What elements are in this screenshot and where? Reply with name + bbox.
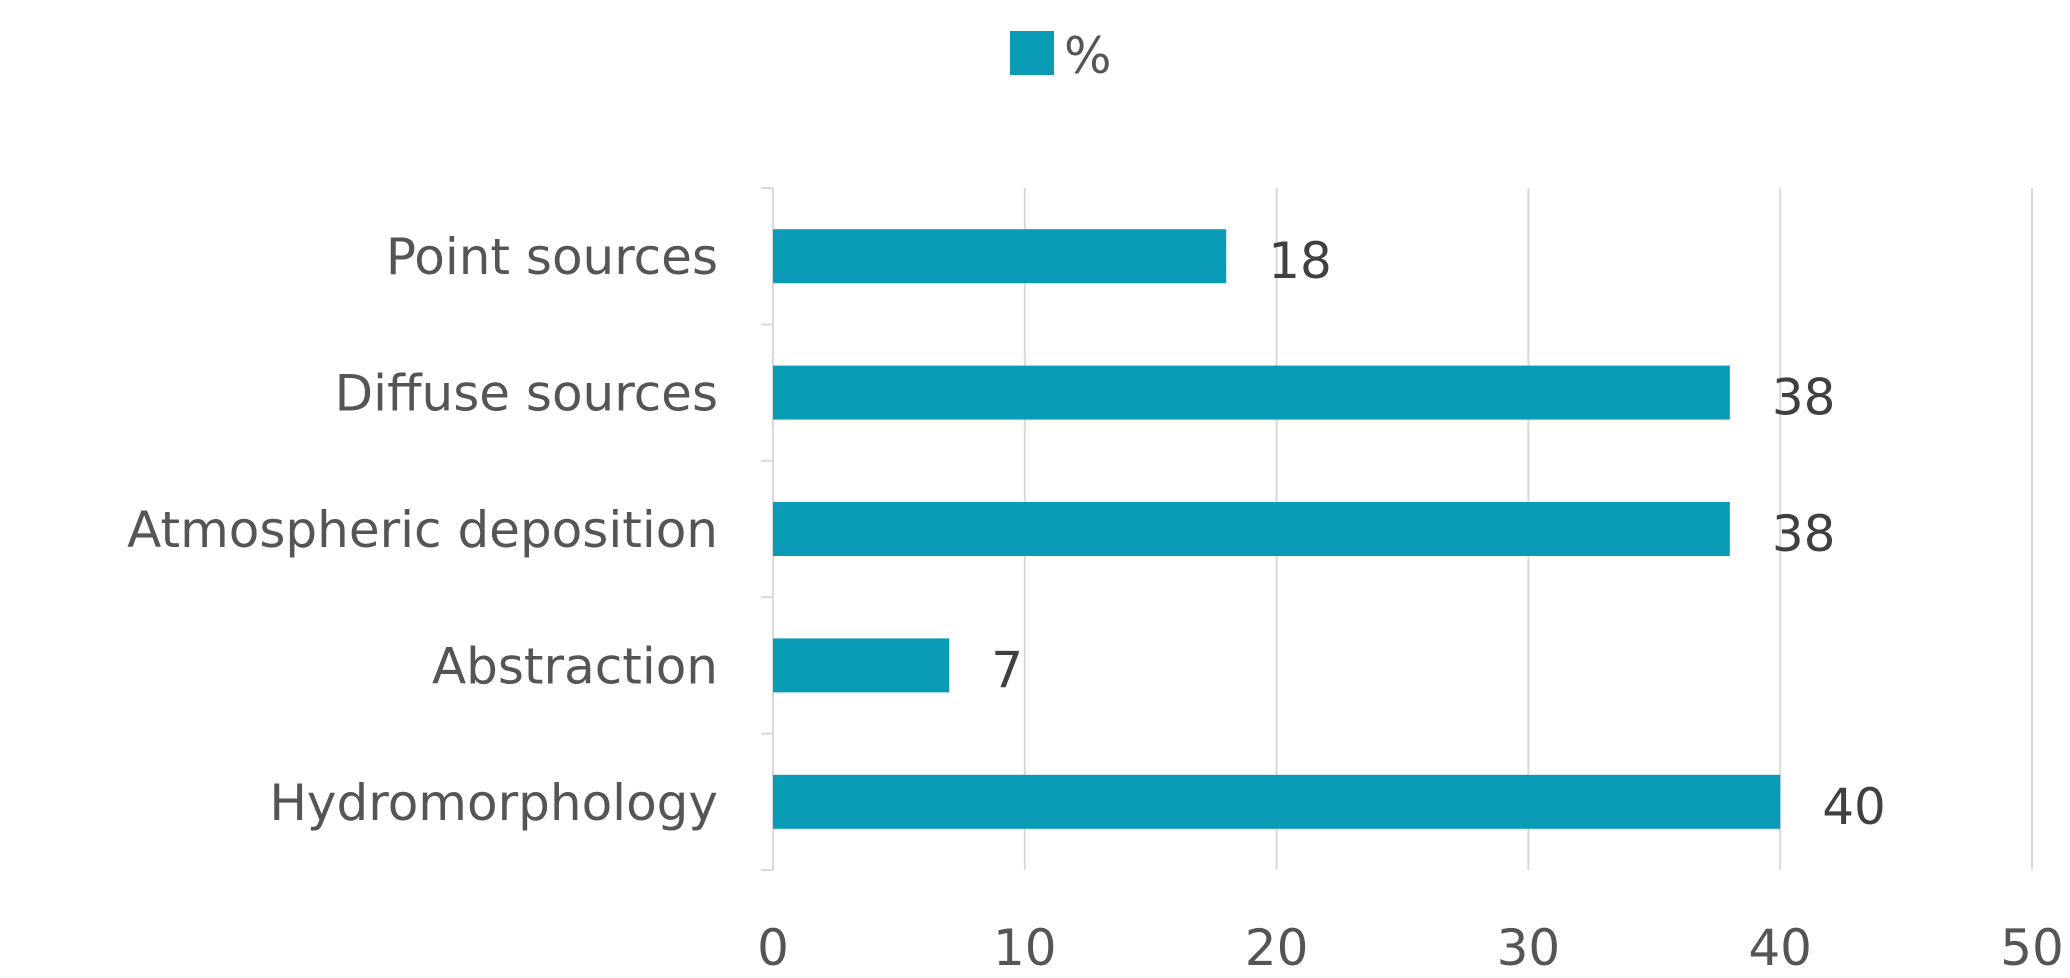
bar: [773, 638, 950, 693]
bar-layer: [773, 229, 1781, 829]
label-layer: Point sources 18 Diffuse sources 38 Atmosphe…: [127, 228, 1886, 836]
legend-swatch: [1010, 31, 1054, 75]
x-tick-label: 50: [2000, 919, 2064, 974]
category-label: Hydromorphology: [269, 774, 718, 832]
category-label: Diffuse sources: [335, 365, 718, 423]
x-tick-label: 20: [1245, 919, 1309, 974]
axis-layer: 0 10 20 30 40 50: [757, 187, 2064, 977]
x-tick-label: 0: [757, 919, 789, 974]
bar: [773, 502, 1730, 556]
bar: [773, 365, 1730, 420]
x-tick-label: 40: [1748, 919, 1812, 974]
category-label: Abstraction: [432, 637, 718, 695]
data-label: 18: [1268, 232, 1332, 290]
category-label: Point sources: [386, 228, 718, 286]
legend-label: %: [1064, 27, 1112, 85]
x-tick-label: 10: [993, 919, 1057, 974]
legend: %: [1010, 27, 1112, 85]
data-label: 38: [1772, 505, 1836, 563]
data-label: 38: [1772, 369, 1836, 427]
bar: [773, 229, 1227, 284]
bar: [773, 774, 1781, 829]
x-tick-label: 30: [1497, 919, 1561, 974]
data-label: 40: [1822, 778, 1886, 836]
category-label: Atmospheric deposition: [127, 501, 718, 559]
data-label: 7: [991, 641, 1023, 699]
